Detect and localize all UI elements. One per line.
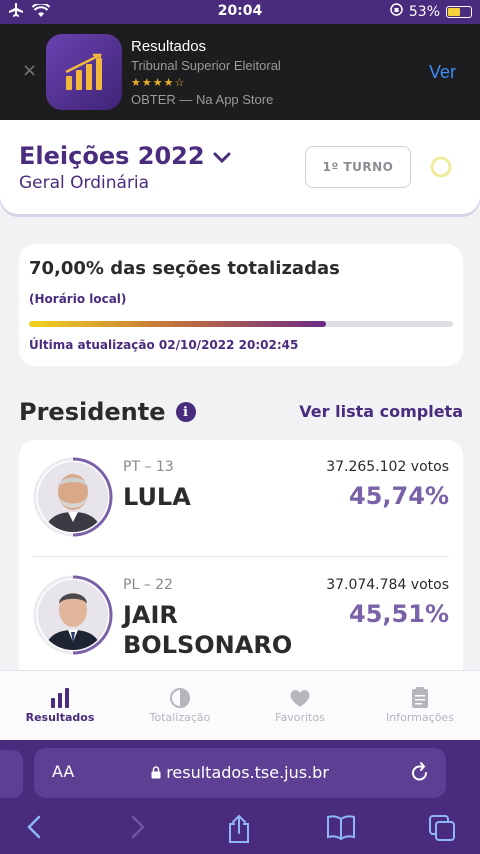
banner-app-name: Resultados <box>131 38 207 55</box>
reload-icon[interactable] <box>410 760 430 786</box>
forward-icon[interactable] <box>130 814 146 844</box>
tabs-icon[interactable] <box>428 814 456 846</box>
election-selector[interactable]: Eleições 2022 <box>19 142 231 170</box>
orientation-lock-icon <box>390 3 403 20</box>
clock: 20:04 <box>217 3 263 19</box>
wifi-icon <box>31 2 51 21</box>
browser-tools <box>0 810 480 850</box>
back-icon[interactable] <box>26 814 42 844</box>
url-text: resultados.tse.jus.br <box>166 763 329 782</box>
tab-label: Resultados <box>25 711 95 724</box>
election-header: Eleições 2022 Geral Ordinária 1º TURNO <box>0 120 480 214</box>
candidate-votes: 37.265.102 votos <box>326 459 449 475</box>
candidate-row[interactable]: PT – 13 LULA 37.265.102 votos 45,74% <box>19 440 463 557</box>
heart-icon <box>240 685 360 711</box>
url-display[interactable]: resultados.tse.jus.br <box>34 763 446 782</box>
tab-informacoes[interactable]: Informações <box>360 685 480 724</box>
election-title: Eleições 2022 <box>19 142 205 170</box>
view-app-button[interactable]: Ver <box>428 62 456 82</box>
tab-label: Informações <box>386 711 454 724</box>
status-right: 53% <box>390 3 472 20</box>
banner-get-text: OBTER — Na App Store <box>131 92 274 107</box>
candidate-party: PT – 13 <box>123 459 174 475</box>
airplane-icon <box>8 3 24 21</box>
previous-tab-preview[interactable] <box>0 750 23 798</box>
last-update: Última atualização 02/10/2022 20:02:45 <box>29 338 299 352</box>
rating-stars: ★★★★☆ <box>131 76 186 89</box>
candidate-name: JAIR BOLSONARO <box>123 601 293 659</box>
election-subtitle: Geral Ordinária <box>19 173 150 193</box>
lock-icon <box>151 763 166 782</box>
bookmarks-icon[interactable] <box>326 814 356 844</box>
app-icon[interactable] <box>46 34 122 110</box>
section-title: Presidente i <box>19 398 196 426</box>
avatar <box>38 462 108 532</box>
divider <box>33 556 449 557</box>
candidate-votes: 37.074.784 votos <box>326 577 449 593</box>
tab-totalizacao[interactable]: Totalização <box>120 685 240 724</box>
browser-toolbar: AA resultados.tse.jus.br <box>0 740 480 854</box>
chevron-down-icon <box>213 142 231 170</box>
battery-icon <box>446 5 472 18</box>
candidate-row[interactable]: PL – 22 JAIR BOLSONARO 37.074.784 votos … <box>19 558 463 673</box>
share-icon[interactable] <box>227 814 251 848</box>
candidate-percent: 45,74% <box>349 482 449 510</box>
section-title-text: Presidente <box>19 398 166 426</box>
bottom-tab-bar: Resultados Totalização Favoritos Informa… <box>0 670 480 740</box>
progress-fill <box>29 321 326 327</box>
document-icon <box>360 685 480 711</box>
candidates-card: PT – 13 LULA 37.265.102 votos 45,74% <box>19 440 463 700</box>
avatar <box>38 580 108 650</box>
battery-percent: 53% <box>408 3 440 20</box>
address-bar[interactable]: AA resultados.tse.jus.br <box>34 748 446 798</box>
second-turno-toggle-icon[interactable] <box>428 154 454 184</box>
tab-label: Favoritos <box>275 711 325 724</box>
bar-chart-icon <box>0 685 120 711</box>
pie-icon <box>120 685 240 711</box>
see-all-link[interactable]: Ver lista completa <box>299 402 463 421</box>
tab-favoritos[interactable]: Favoritos <box>240 685 360 724</box>
close-icon[interactable]: × <box>22 60 38 81</box>
candidate-photo-ring <box>33 457 113 537</box>
status-bar: 20:04 53% <box>0 0 480 24</box>
tab-resultados[interactable]: Resultados <box>0 685 120 724</box>
status-left <box>8 2 51 21</box>
candidate-party: PL – 22 <box>123 577 173 593</box>
progress-bar <box>29 321 453 327</box>
local-time-label: (Horário local) <box>29 292 127 306</box>
banner-developer: Tribunal Superior Eleitoral <box>131 58 281 73</box>
candidate-name: LULA <box>123 483 191 511</box>
info-icon[interactable]: i <box>175 402 196 422</box>
totalization-card: 70,00% das seções totalizadas (Horário l… <box>19 244 463 366</box>
totalization-headline: 70,00% das seções totalizadas <box>29 258 340 279</box>
candidate-photo-ring <box>33 575 113 655</box>
candidate-percent: 45,51% <box>349 600 449 628</box>
tab-label: Totalização <box>149 711 211 724</box>
turno-button[interactable]: 1º TURNO <box>305 146 411 188</box>
app-banner: × Resultados Tribunal Superior Eleitoral… <box>0 24 480 120</box>
reader-aa-button[interactable]: AA <box>52 762 75 781</box>
